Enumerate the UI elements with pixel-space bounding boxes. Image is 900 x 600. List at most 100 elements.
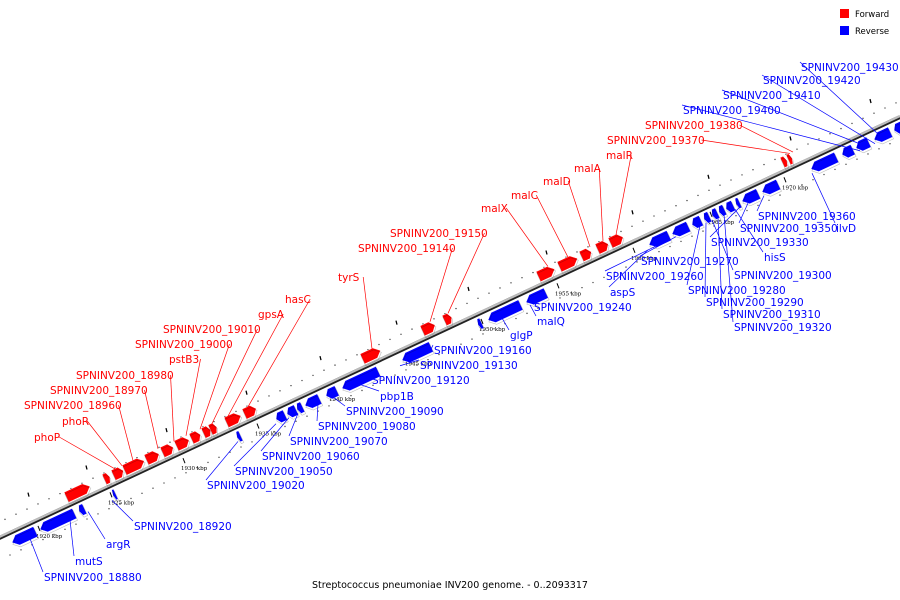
track-dot (130, 497, 132, 500)
gene-label: malD (543, 176, 571, 188)
track-dot (20, 549, 22, 551)
forward-gene (188, 430, 202, 447)
kbp-tick-label: 1920 kbp (36, 534, 63, 540)
label-leader-line (711, 219, 734, 271)
label-leader-line (399, 359, 420, 367)
reverse-gene (703, 211, 714, 226)
forward-gene (441, 313, 453, 328)
gene-label: SPNINV200_19120 (372, 375, 470, 387)
track-dot (526, 312, 528, 315)
forward-gene (200, 425, 212, 441)
label-leader-line (723, 214, 734, 323)
track-dot (614, 271, 616, 273)
gene-label: SPNINV200_18960 (24, 400, 122, 412)
track-dot (196, 466, 198, 469)
track-dot (741, 174, 743, 176)
track-dot (97, 513, 99, 515)
track-dot (59, 492, 61, 495)
label-leader-line (29, 538, 44, 573)
label-leader-line (799, 61, 885, 140)
track-dot (829, 133, 831, 135)
track-dot (658, 250, 660, 253)
gene-shape (703, 211, 713, 224)
reverse-gene (39, 508, 79, 535)
forward-gene (594, 240, 610, 257)
track-dot (449, 348, 451, 351)
label-leader-line (288, 413, 299, 437)
track-dot (884, 107, 886, 109)
label-leader-line (734, 208, 764, 253)
track-dot (532, 271, 534, 274)
track-dot (702, 230, 704, 232)
track-dot (295, 420, 297, 423)
gene-shape (810, 152, 839, 172)
gene-label: SPNINV200_19280 (688, 285, 786, 297)
reverse-gene (275, 409, 289, 425)
track-dot (697, 194, 699, 197)
gene-label: SPNINV200_19080 (318, 421, 416, 433)
track-dot (207, 461, 209, 464)
track-dot (581, 286, 583, 289)
gene-shadow (276, 411, 289, 425)
gene-shadow (595, 242, 610, 257)
track-dot (438, 353, 440, 356)
label-leader-line (608, 249, 649, 288)
gene-shape (671, 221, 691, 237)
gene-label: malC (511, 190, 538, 202)
label-leader-line (811, 173, 836, 224)
gene-label: SPNINV200_19400 (683, 105, 781, 117)
kbp-tick-label: 1940 kbp (329, 397, 356, 403)
reverse-gene (734, 197, 744, 211)
track-dot (64, 528, 66, 531)
track-dot (675, 205, 677, 207)
reverse-gene (401, 341, 435, 365)
gene-shadow (64, 485, 92, 505)
track-dot (636, 261, 638, 263)
kbp-tick-mark (709, 211, 713, 218)
gene-label: SPNINV200_19130 (420, 360, 518, 372)
gene-shadow (442, 314, 453, 328)
track-dot (405, 369, 407, 371)
gene-shape (207, 422, 218, 436)
gene-shadow (144, 452, 161, 468)
track-dot (400, 333, 402, 335)
label-leader-line (359, 384, 380, 392)
track-dot (851, 122, 853, 125)
track-dot (862, 117, 864, 120)
kbp-tick-label: 1930 kbp (181, 466, 208, 472)
gene-shadow (608, 235, 625, 251)
kbp-tick-mark (109, 492, 113, 498)
track-dot (768, 199, 770, 201)
track-dot (845, 163, 847, 165)
label-leader-line (709, 206, 741, 238)
gene-shape (188, 430, 201, 445)
gene-label: aspS (610, 287, 636, 299)
gene-shadow (557, 257, 579, 275)
gene-shadow (112, 490, 120, 503)
track-dot (515, 317, 517, 320)
gene-shadow (762, 180, 782, 197)
track-dot (86, 518, 88, 520)
track-dash (165, 427, 168, 433)
track-dot (510, 282, 512, 284)
label-leader-line (170, 374, 175, 442)
gene-shadow (488, 301, 525, 325)
track-dot (493, 328, 495, 330)
gene-shape (200, 425, 211, 439)
label-leader-line (185, 358, 201, 436)
label-leader-line (701, 139, 791, 154)
gene-shape (785, 153, 794, 166)
gene-label: SPNINV200_19330 (711, 237, 809, 249)
label-leader-line (144, 389, 159, 449)
track-dot (350, 394, 352, 397)
gene-shadow (236, 432, 245, 444)
gene-shape (63, 483, 91, 503)
forward-gene (359, 347, 382, 367)
gene-shape (296, 401, 306, 414)
gene-label: SPNINV200_19140 (358, 243, 456, 255)
gene-shadow (79, 505, 89, 518)
track-dot (834, 168, 836, 171)
gene-shadow (712, 209, 722, 222)
track-dot (592, 281, 594, 284)
